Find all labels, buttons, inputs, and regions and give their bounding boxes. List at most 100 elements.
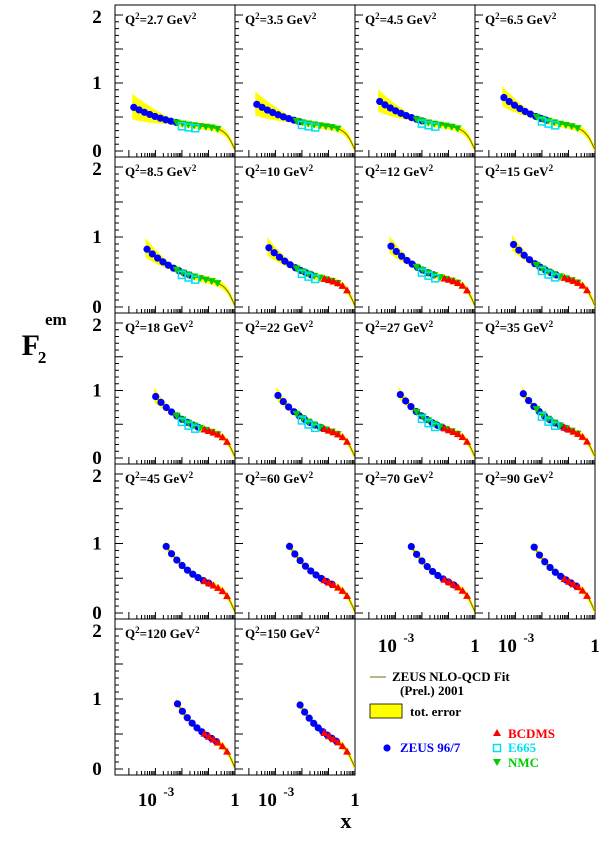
x-tick-exp: -3 (523, 630, 534, 645)
legend-zeus-label: ZEUS 96/7 (400, 740, 461, 755)
zeus-point (500, 93, 508, 102)
zeus-point (148, 250, 156, 258)
bcdms-point (560, 273, 569, 281)
bcdms-point (209, 428, 218, 436)
bcdms-point (454, 279, 463, 287)
zeus-point (418, 557, 426, 565)
panel-label: Q2=35 GeV2 (485, 319, 554, 335)
bcdms-point (569, 276, 578, 284)
bcdms-point (440, 424, 449, 432)
zeus-point (398, 252, 406, 260)
nmc-point (532, 261, 541, 269)
e665-point (430, 122, 440, 131)
legend-band-label: tot. error (410, 704, 461, 719)
y-axis-title-sub: 2 (38, 348, 47, 367)
panel-frame (114, 156, 236, 314)
zeus-point (193, 724, 201, 732)
zeus-point (310, 719, 318, 727)
bcdms-point (343, 286, 352, 294)
zeus-point (164, 261, 172, 269)
bcdms-point (458, 586, 467, 594)
panel-frame (354, 156, 476, 314)
e665-point (537, 412, 547, 421)
panel-frame (474, 156, 596, 314)
zeus-point (286, 261, 294, 269)
panel: Q2=10 GeV2 (234, 156, 356, 314)
bcdms-point (569, 580, 578, 588)
bcdms-point (564, 577, 573, 585)
zeus-point (159, 258, 167, 266)
panel-frame (474, 463, 596, 620)
zeus-point (253, 100, 261, 108)
zeus-point (546, 563, 554, 572)
zeus-point (381, 101, 389, 109)
nmc-point (292, 265, 301, 273)
zeus-point (275, 253, 284, 261)
nmc-point (292, 117, 301, 125)
zeus-point (284, 403, 293, 411)
zeus-point (402, 397, 410, 405)
nmc-point (412, 263, 421, 271)
zeus-point (296, 701, 304, 709)
y-tick-label: 1 (92, 73, 102, 94)
y-tick-label: 0 (92, 297, 102, 318)
panel-frame (234, 618, 356, 776)
zeus-point (428, 567, 437, 576)
bcdms-point (569, 427, 578, 435)
zeus-point (376, 97, 384, 106)
nmc-point (172, 412, 181, 420)
bcdms-point (583, 286, 592, 294)
bcdms-point (583, 437, 592, 445)
zeus-point (307, 567, 315, 575)
panel-label: Q2=27 GeV2 (365, 319, 434, 335)
bcdms-point (560, 423, 569, 431)
y-tick-label: 0 (92, 603, 102, 624)
legend-nmc-label: NMC (508, 755, 539, 770)
bcdms-point (564, 425, 573, 433)
zeus-point (312, 571, 320, 579)
nmc-point (532, 113, 541, 121)
panel-label: Q2=45 GeV2 (125, 470, 194, 486)
y-tick-label: 0 (92, 448, 102, 469)
bcdms-point (574, 278, 583, 286)
panel-label: Q2=12 GeV2 (365, 163, 434, 179)
panel-label: Q2=18 GeV2 (125, 319, 194, 335)
legend-band-swatch (369, 703, 403, 719)
bcdms-point (320, 729, 329, 737)
bcdms-point (449, 428, 458, 436)
nmc-point (561, 121, 570, 129)
e665-point (550, 421, 560, 431)
axis-labels: F2 em x (22, 310, 352, 833)
nmc-point (567, 123, 576, 131)
zeus-point (265, 244, 273, 252)
panel-frame (474, 4, 596, 158)
bcdms-point (334, 738, 343, 746)
panel: Q2=60 GeV2 (234, 463, 356, 620)
panel: Q2=8.5 GeV2 0 1 2 (92, 156, 236, 318)
y-tick-label: 2 (92, 315, 102, 336)
panel: Q2=22 GeV2 (234, 312, 356, 465)
e665-point (190, 123, 200, 133)
x-tick-label: 10 (378, 636, 397, 657)
bcdms-point (214, 738, 223, 746)
zeus-point (162, 403, 170, 412)
nmc-point (207, 278, 216, 286)
zeus-point (519, 390, 527, 398)
panel-frame (234, 312, 356, 465)
nmc-point (573, 125, 582, 133)
zeus-point (387, 242, 395, 250)
bcdms-point (440, 575, 449, 583)
bcdms-point (560, 574, 569, 582)
nmc-point (213, 125, 222, 133)
panel-frame (114, 618, 236, 776)
bcdms-point (458, 433, 467, 441)
panel-label: Q2=90 GeV2 (485, 470, 554, 486)
panel-label: Q2=60 GeV2 (245, 470, 314, 486)
bcdms-point (320, 424, 329, 432)
nmc-point (441, 122, 450, 130)
panel: Q2=120 GeV2 0 1 2 (92, 618, 236, 780)
legend-bcdms-marker (493, 729, 501, 736)
zeus-point (525, 256, 534, 264)
zeus-point (188, 719, 196, 727)
bcdms-point (578, 432, 587, 440)
